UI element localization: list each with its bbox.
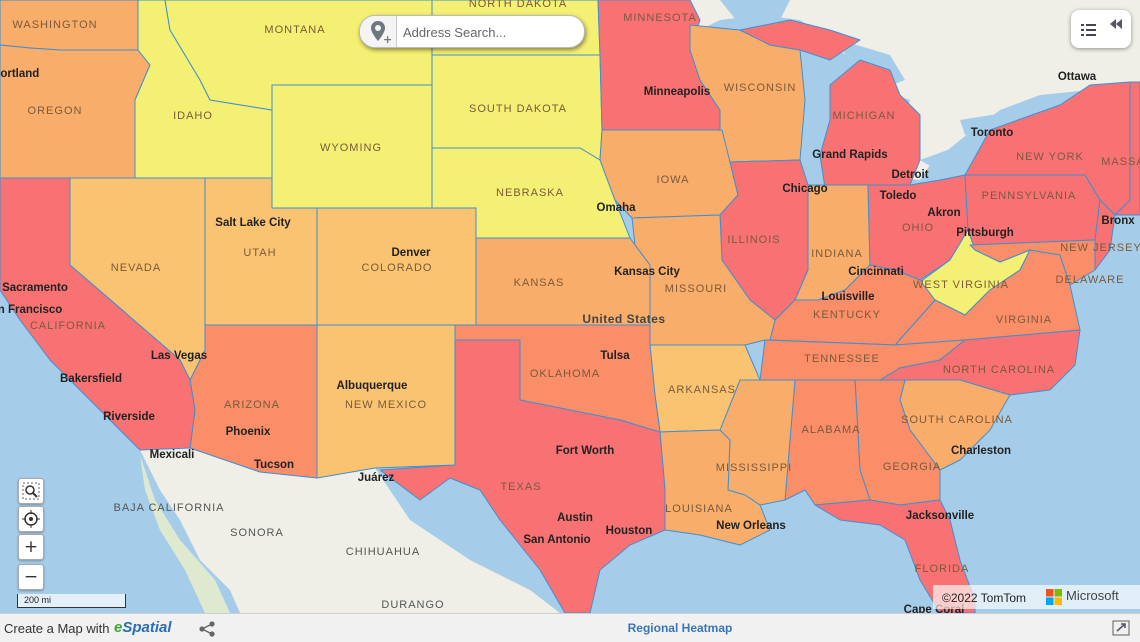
state-arizona[interactable] <box>189 324 318 479</box>
attribution: ©2022 TomTom Microsoft <box>933 585 1140 609</box>
address-search: + <box>359 15 585 48</box>
zoom-out-label: − <box>23 566 39 587</box>
search-input[interactable] <box>401 22 580 42</box>
provider-text: Microsoft <box>1066 588 1119 603</box>
state-washington[interactable] <box>0 0 139 51</box>
mexico-land <box>140 448 560 613</box>
locate-me-button[interactable] <box>18 506 44 532</box>
state-pennsylvania[interactable] <box>964 174 1101 246</box>
lake-superior <box>720 0 790 25</box>
state-michigan-up[interactable] <box>739 19 861 61</box>
zoom-in-label: + <box>23 536 39 557</box>
state-south-dakota[interactable] <box>431 54 603 161</box>
us-states <box>0 0 1140 613</box>
state-iowa[interactable] <box>599 129 739 219</box>
map-canvas[interactable]: WASHINGTON MONTANA NORTH DAKOTA MINNESOT… <box>0 0 1140 613</box>
state-new-mexico[interactable] <box>316 324 456 479</box>
scale-bar: 200 mi <box>17 594 126 608</box>
zoom-to-area-button[interactable] <box>18 478 44 504</box>
crosshair-icon <box>22 510 40 528</box>
baja-peninsula <box>140 455 230 613</box>
state-maryland[interactable] <box>969 239 1096 286</box>
svg-text:+: + <box>383 33 392 46</box>
expand-icon[interactable] <box>1112 620 1130 636</box>
state-massachusetts[interactable] <box>1114 81 1140 216</box>
state-wyoming[interactable] <box>271 84 433 209</box>
lake-ontario <box>960 112 1030 135</box>
collapse-arrows-icon[interactable] <box>1105 16 1127 32</box>
state-kansas[interactable] <box>475 237 651 326</box>
scale-label: 200 mi <box>24 595 52 605</box>
location-pin-add-icon[interactable]: + <box>360 16 397 47</box>
zoom-out-button[interactable]: − <box>18 564 44 590</box>
legend-list-icon[interactable] <box>1077 20 1101 40</box>
legend-panel <box>1071 10 1131 48</box>
zoom-in-button[interactable]: + <box>18 534 44 560</box>
state-california[interactable] <box>0 177 196 451</box>
create-map-text: Create a Map with <box>4 621 110 636</box>
copyright-text: ©2022 TomTom <box>942 591 1026 605</box>
microsoft-logo-icon <box>1046 589 1062 605</box>
brand-e: e <box>114 619 123 636</box>
state-michigan[interactable] <box>819 59 921 189</box>
zoom-area-icon <box>22 482 40 500</box>
footer-bar: Create a Map with eSpatial Regional Heat… <box>0 613 1140 642</box>
state-colorado[interactable] <box>316 207 477 326</box>
brand-rest: Spatial <box>122 619 172 636</box>
state-texas[interactable] <box>379 339 666 613</box>
state-oregon[interactable] <box>0 44 151 179</box>
map-title: Regional Heatmap <box>627 621 733 635</box>
canada-land <box>600 0 1140 180</box>
map-svg <box>0 0 1140 613</box>
espatial-logo[interactable]: eSpatial <box>114 619 172 636</box>
share-icon[interactable] <box>198 620 216 638</box>
